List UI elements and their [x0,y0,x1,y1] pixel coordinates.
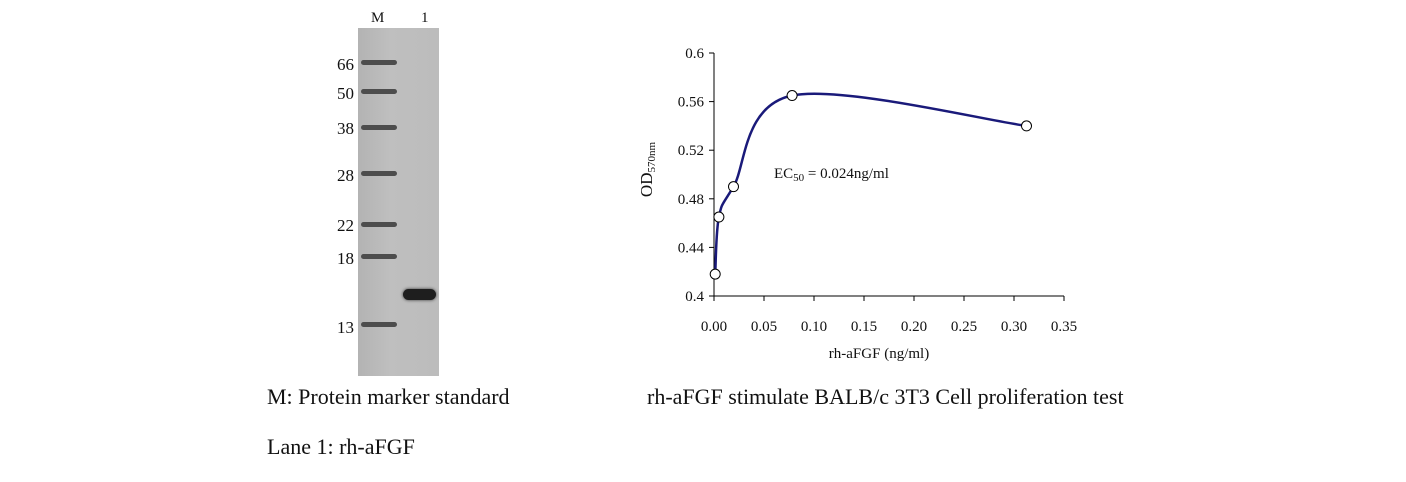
mw-label-22: 22 [337,216,354,235]
y-tick-label: 0.56 [678,95,705,111]
data-point [786,90,798,102]
data-point [728,181,739,193]
mw-label-50: 50 [337,84,354,103]
data-point [713,211,725,223]
mw-label-38: 38 [337,119,354,138]
x-tick-label: 0.20 [901,319,927,335]
lane-label-1: 1 [421,10,429,26]
x-axis-label: rh-aFGF (ng/ml) [829,346,929,362]
y-tick-label: 0.6 [685,46,704,62]
mw-label-13: 13 [337,318,354,337]
marker-band-28 [361,171,397,176]
y-tick-label: 0.44 [678,240,705,256]
dose-response-curve [713,92,1027,275]
marker-band-50 [361,89,397,94]
mw-label-66: 66 [337,55,354,74]
mw-label-28: 28 [337,166,354,185]
marker-band-66 [361,60,397,65]
x-tick-label: 0.35 [1051,319,1077,335]
y-tick-label: 0.52 [678,143,704,159]
lane-label-marker: M [371,10,385,26]
x-tick-label: 0.05 [751,319,777,335]
data-point [709,268,721,280]
marker-band-13 [361,322,397,327]
sample-band-rh-afgf [403,289,436,300]
ec50-annotation: EC50 = 0.024ng/ml [774,166,889,184]
marker-band-22 [361,222,397,227]
marker-band-38 [361,125,397,130]
mw-label-18: 18 [337,249,354,268]
chart-axes: 0.4 0.44 0.48 0.52 0.56 0.6 0.00 0.05 0.10 0.15 0.… [678,46,1077,335]
y-tick-label: 0.4 [685,289,704,305]
chart-caption: rh-aFGF stimulate BALB/c 3T3 Cell prolif… [647,384,1124,409]
x-tick-label: 0.15 [851,319,877,335]
gel-caption-marker: M: Protein marker standard [267,384,510,409]
x-tick-label: 0.10 [801,319,827,335]
gel-panel: M 1 66 50 38 28 22 18 13 [0,0,620,482]
proliferation-chart: 0.4 0.44 0.48 0.52 0.56 0.6 0.00 0.05 0.10 0.15 0.… [637,46,1077,362]
marker-band-18 [361,254,397,259]
gel-caption-lane: Lane 1: rh-aFGF [267,434,415,459]
x-tick-label: 0.00 [701,319,727,335]
data-points [709,90,1032,280]
x-tick-label: 0.30 [1001,319,1027,335]
x-tick-label: 0.25 [951,319,977,335]
y-axis-label: OD570nm [637,142,658,198]
data-point [1021,120,1032,132]
y-tick-label: 0.48 [678,192,704,208]
gel-image [358,28,439,376]
